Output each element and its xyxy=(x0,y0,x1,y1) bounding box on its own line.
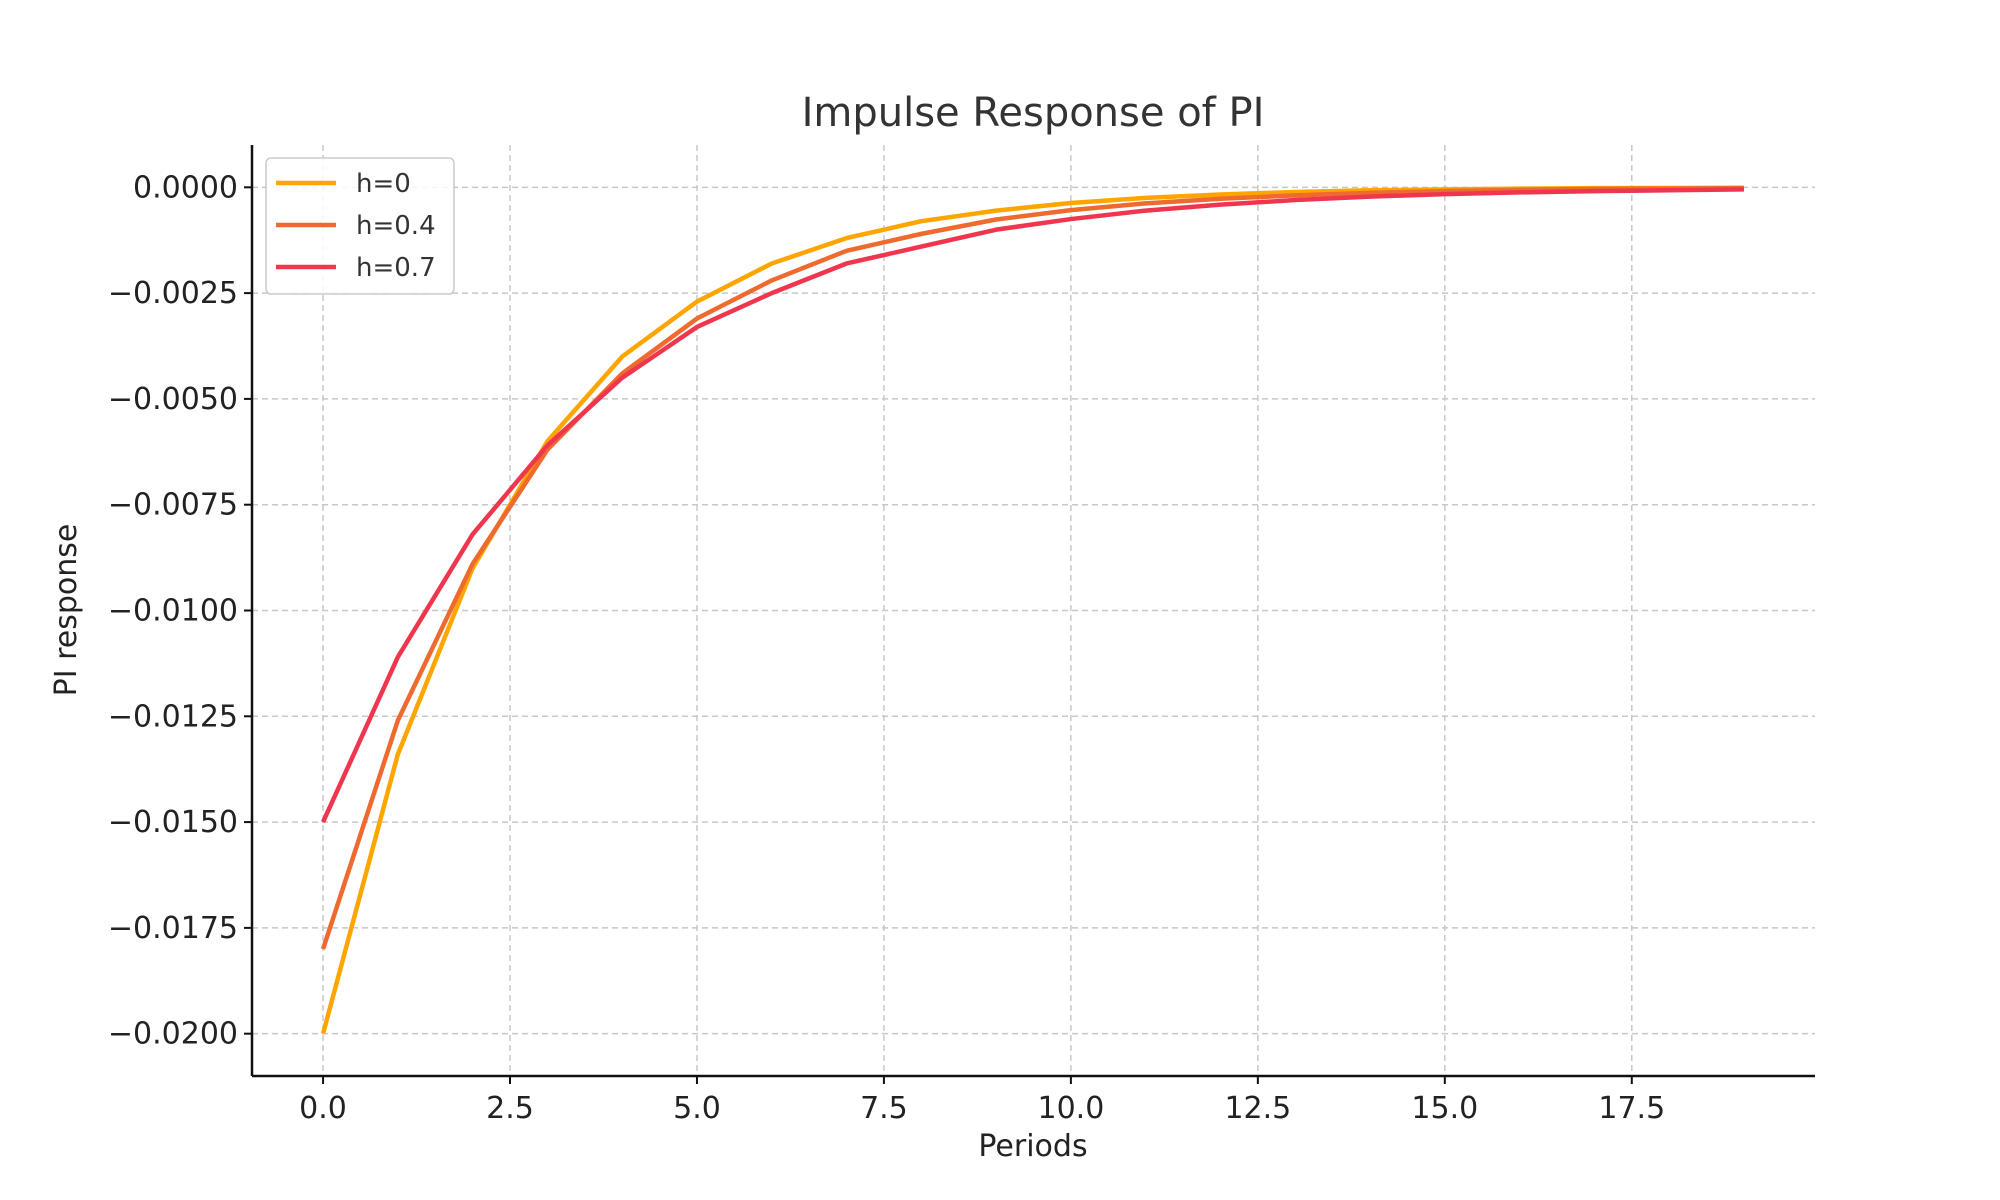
y-tick-label: −0.0200 xyxy=(108,1017,238,1052)
grid-layer xyxy=(252,145,1815,1076)
y-tick-label: −0.0150 xyxy=(108,805,238,840)
legend-box xyxy=(265,157,455,295)
y-tick-label: −0.0075 xyxy=(108,488,238,523)
x-tick-label: 5.0 xyxy=(673,1091,721,1126)
ticks-layer: 0.0 2.5 5.0 7.5 10.0 12.5 15.0 17.5 0.0000 −0.002… xyxy=(108,170,1665,1126)
y-tick-label: −0.0125 xyxy=(108,699,238,734)
legend: h=0 h=0.4 h=0.7 xyxy=(265,157,455,295)
x-tick-label: 0.0 xyxy=(299,1091,347,1126)
x-tick-label: 10.0 xyxy=(1037,1091,1104,1126)
x-axis-label: Periods xyxy=(978,1129,1087,1164)
y-tick-label: −0.0100 xyxy=(108,594,238,629)
series-line-h-0-4 xyxy=(320,185,1744,950)
x-tick-label: 17.5 xyxy=(1598,1091,1665,1126)
series-layer xyxy=(320,185,1744,1035)
legend-label: h=0.7 xyxy=(356,253,436,283)
legend-label: h=0.4 xyxy=(356,211,436,241)
x-tick-label: 2.5 xyxy=(486,1091,534,1126)
series-line-h-0-7 xyxy=(320,187,1744,824)
x-tick-label: 15.0 xyxy=(1411,1091,1478,1126)
y-tick-label: −0.0050 xyxy=(108,382,238,417)
y-axis-label: PI response xyxy=(49,524,84,697)
x-tick-label: 12.5 xyxy=(1224,1091,1291,1126)
legend-label: h=0 xyxy=(356,169,411,199)
x-tick-label: 7.5 xyxy=(860,1091,908,1126)
y-tick-label: −0.0025 xyxy=(108,276,238,311)
y-tick-label: −0.0175 xyxy=(108,911,238,946)
y-tick-label: 0.0000 xyxy=(133,170,238,205)
chart-title: Impulse Response of PI xyxy=(802,90,1265,136)
legend-items: h=0 h=0.4 h=0.7 xyxy=(276,169,436,283)
